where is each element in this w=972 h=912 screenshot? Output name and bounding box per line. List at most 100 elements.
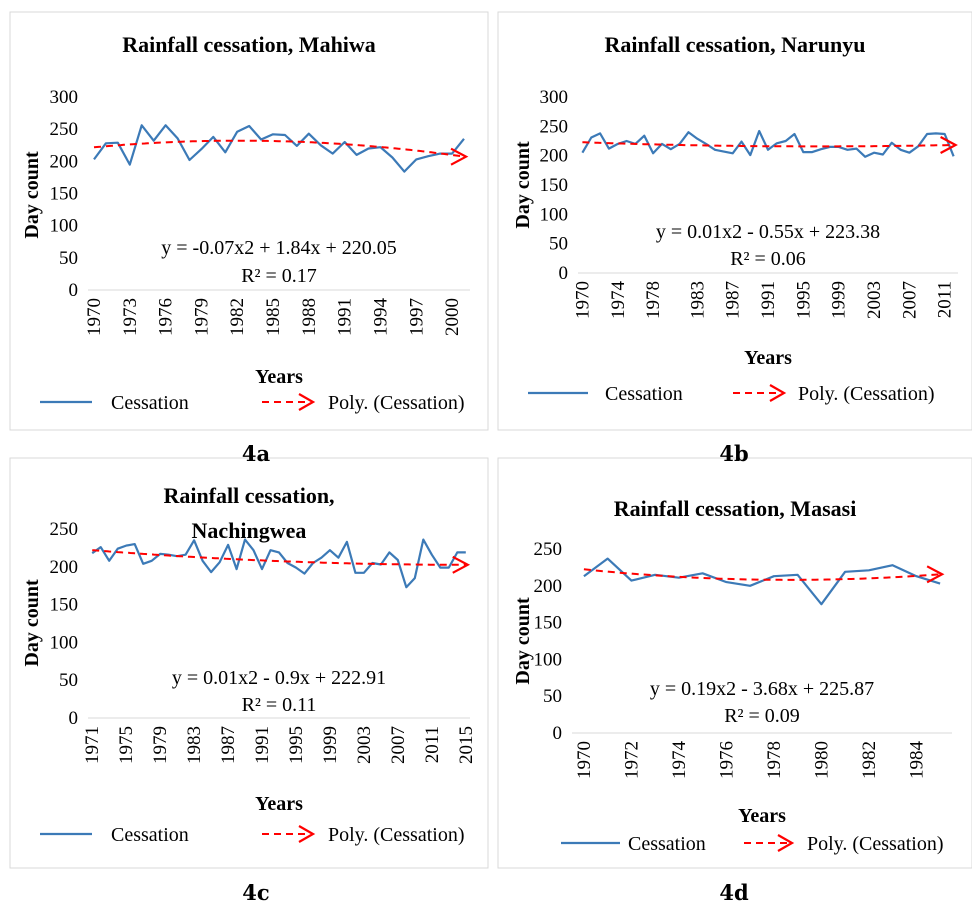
chart-title: Rainfall cessation, Masasi bbox=[614, 496, 857, 521]
x-tick-label: 2007 bbox=[388, 726, 409, 764]
x-tick-label: 1979 bbox=[191, 298, 212, 336]
y-tick-label: 0 bbox=[69, 708, 79, 729]
x-tick-label: 2003 bbox=[354, 726, 375, 764]
y-tick-label: 150 bbox=[50, 184, 79, 205]
x-axis-title: Years bbox=[255, 366, 303, 388]
y-tick-label: 0 bbox=[559, 263, 569, 284]
y-axis-title: Day count bbox=[512, 141, 534, 229]
x-tick-label: 1995 bbox=[286, 726, 307, 764]
x-tick-label: 2000 bbox=[442, 298, 463, 336]
x-tick-label: 1974 bbox=[669, 741, 690, 780]
legend-series-label: Cessation bbox=[111, 392, 189, 414]
y-tick-label: 300 bbox=[50, 87, 79, 108]
cessation-series-line bbox=[581, 129, 955, 158]
chart-panel-narunyu: Rainfall cessation, Narunyu 0 50 100 150 200 2… bbox=[497, 11, 972, 431]
legend-trend-label: Poly. (Cessation) bbox=[798, 383, 934, 405]
x-tick-label: 1999 bbox=[320, 726, 341, 764]
y-axis-title: Day count bbox=[21, 579, 43, 667]
chart-panel-masasi: Rainfall cessation, Masasi 0 50 100 150 200 25… bbox=[497, 457, 972, 869]
trendline-arrow-icon bbox=[452, 555, 471, 574]
x-tick-label: 1997 bbox=[406, 298, 427, 336]
legend-arrow-icon bbox=[777, 834, 795, 852]
x-tick-label: 1995 bbox=[793, 281, 814, 319]
x-tick-label: 1985 bbox=[263, 298, 284, 336]
trend-equation: y = -0.07x2 + 1.84x + 220.05 bbox=[161, 237, 397, 259]
y-tick-label: 0 bbox=[553, 723, 563, 744]
x-axis-title: Years bbox=[744, 347, 792, 369]
chart-frame bbox=[9, 11, 489, 431]
chart-title: Rainfall cessation, Narunyu bbox=[605, 32, 866, 57]
y-tick-label: 200 bbox=[534, 576, 563, 597]
y-tick-label: 100 bbox=[540, 204, 569, 225]
x-tick-label: 1972 bbox=[621, 741, 642, 779]
trend-r-squared: R² = 0.11 bbox=[242, 694, 317, 716]
x-tick-label: 1973 bbox=[120, 298, 141, 336]
y-tick-label: 150 bbox=[534, 613, 563, 634]
y-axis-title: Day count bbox=[21, 151, 43, 239]
y-tick-label: 300 bbox=[540, 87, 569, 108]
y-tick-label: 100 bbox=[50, 632, 79, 653]
x-tick-label: 2015 bbox=[456, 726, 477, 764]
y-tick-label: 200 bbox=[50, 557, 79, 578]
cessation-series-line bbox=[93, 124, 465, 173]
x-tick-label: 1987 bbox=[218, 726, 239, 764]
legend-trend-label: Poly. (Cessation) bbox=[328, 824, 464, 846]
x-tick-label: 1984 bbox=[906, 741, 927, 780]
legend-series-label: Cessation bbox=[111, 824, 189, 846]
x-tick-label: 1983 bbox=[687, 281, 708, 319]
trendline bbox=[92, 549, 466, 566]
y-tick-label: 250 bbox=[50, 519, 79, 540]
y-axis-title: Day count bbox=[512, 597, 534, 685]
trendline-arrow-icon bbox=[926, 565, 945, 584]
legend-arrow-icon bbox=[298, 393, 316, 411]
trend-r-squared: R² = 0.17 bbox=[241, 265, 317, 287]
trend-equation: y = 0.19x2 - 3.68x + 225.87 bbox=[650, 678, 874, 700]
y-tick-label: 250 bbox=[540, 116, 569, 137]
x-tick-label: 1970 bbox=[574, 741, 595, 779]
y-tick-label: 200 bbox=[50, 151, 79, 172]
x-tick-label: 1991 bbox=[335, 298, 356, 336]
x-tick-label: 1991 bbox=[758, 281, 779, 319]
x-tick-label: 1971 bbox=[82, 726, 103, 764]
legend-arrow-icon bbox=[298, 825, 316, 843]
caption-4a: 4a bbox=[241, 441, 271, 466]
cessation-series-line bbox=[91, 538, 466, 589]
trend-equation: y = 0.01x2 - 0.9x + 222.91 bbox=[172, 667, 386, 689]
x-tick-label: 2003 bbox=[864, 281, 885, 319]
y-tick-label: 50 bbox=[543, 686, 562, 707]
x-tick-label: 1978 bbox=[764, 741, 785, 779]
legend-trend-label: Poly. (Cessation) bbox=[328, 392, 464, 414]
y-tick-label: 150 bbox=[540, 175, 569, 196]
legend-trend-label: Poly. (Cessation) bbox=[807, 833, 943, 855]
legend-arrow-icon bbox=[769, 384, 787, 402]
x-tick-label: 2011 bbox=[935, 281, 956, 318]
chart-title: Rainfall cessation, Nachingwea bbox=[163, 483, 334, 543]
x-tick-label: 1980 bbox=[811, 741, 832, 779]
trend-r-squared: R² = 0.09 bbox=[724, 705, 800, 727]
legend-series-label: Cessation bbox=[628, 833, 706, 855]
x-tick-label: 1983 bbox=[184, 726, 205, 764]
y-tick-label: 250 bbox=[50, 119, 79, 140]
caption-4c: 4c bbox=[242, 880, 270, 905]
x-axis-title: Years bbox=[255, 793, 303, 815]
y-tick-label: 0 bbox=[69, 280, 79, 301]
y-tick-label: 50 bbox=[59, 670, 78, 691]
y-tick-label: 50 bbox=[59, 248, 78, 269]
x-tick-label: 2011 bbox=[422, 726, 443, 763]
x-tick-label: 1999 bbox=[829, 281, 850, 319]
trendline-arrow-icon bbox=[450, 147, 469, 166]
caption-4d: 4d bbox=[719, 880, 749, 905]
y-tick-label: 100 bbox=[534, 649, 563, 670]
x-tick-label: 1970 bbox=[572, 281, 593, 319]
y-tick-label: 150 bbox=[50, 595, 79, 616]
x-tick-label: 1974 bbox=[608, 281, 629, 320]
y-tick-label: 200 bbox=[540, 146, 569, 167]
chart-panel-nachingwea: Rainfall cessation, Nachingwea 0 50 100 150 20… bbox=[9, 457, 489, 869]
x-tick-label: 1987 bbox=[723, 281, 744, 319]
chart-frame bbox=[9, 457, 489, 869]
x-tick-label: 1976 bbox=[716, 741, 737, 779]
y-tick-label: 100 bbox=[50, 216, 79, 237]
x-tick-label: 1982 bbox=[227, 298, 248, 336]
y-tick-label: 50 bbox=[549, 234, 568, 255]
